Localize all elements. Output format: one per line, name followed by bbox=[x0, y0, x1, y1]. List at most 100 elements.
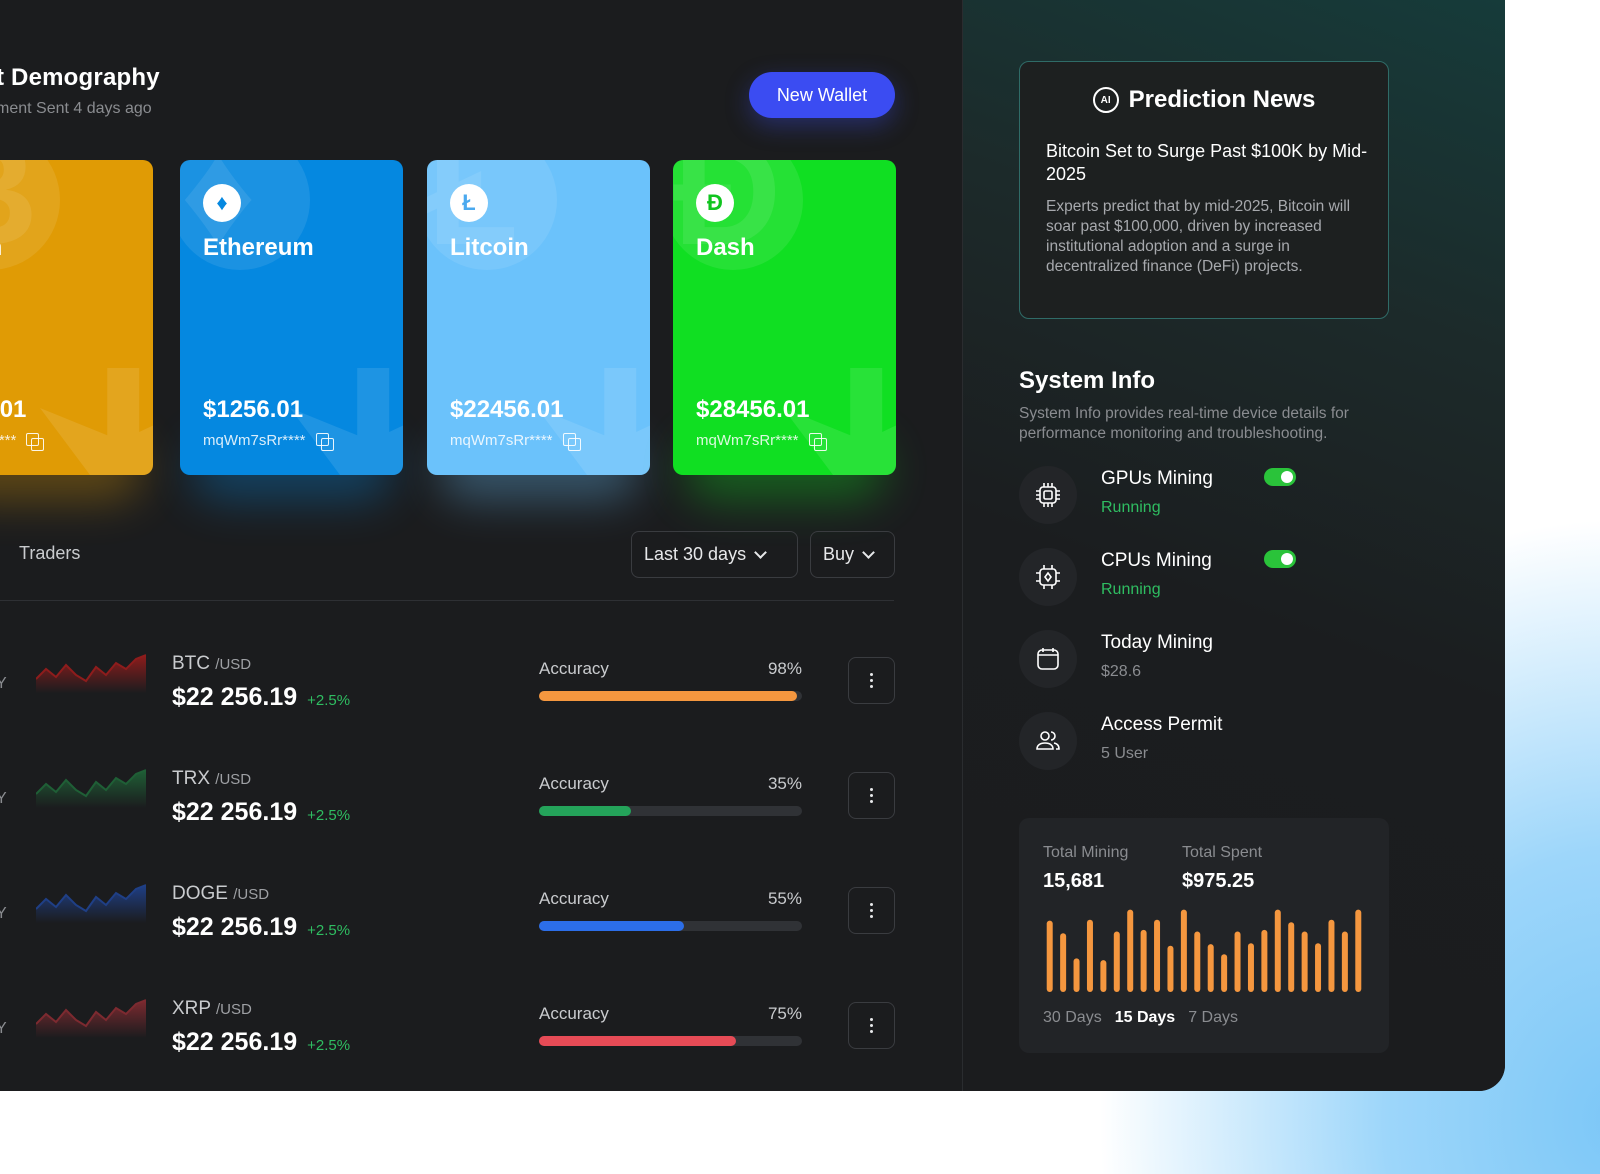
system-item-status: 5 User bbox=[1101, 745, 1149, 762]
copy-icon[interactable] bbox=[26, 432, 45, 451]
news-header: AI Prediction News bbox=[1020, 86, 1388, 114]
new-wallet-button[interactable]: New Wallet bbox=[749, 72, 895, 118]
range-tabs: 30 Days 15 Days 7 Days bbox=[1043, 1009, 1238, 1027]
mining-toggle[interactable] bbox=[1264, 468, 1296, 486]
coin-logo-icon: Đ bbox=[696, 184, 734, 222]
pair-symbol: TRX bbox=[172, 768, 210, 789]
system-item-name: Today Mining bbox=[1101, 632, 1213, 653]
side-dropdown[interactable]: Buy bbox=[810, 531, 895, 578]
wallet-address-text: mqWm7sRr**** bbox=[450, 432, 553, 449]
accuracy-bar bbox=[539, 806, 802, 816]
pair-symbol: XRP bbox=[172, 998, 211, 1019]
system-item-name: Access Permit bbox=[1101, 714, 1223, 735]
system-info-description: System Info provides real-time device de… bbox=[1019, 405, 1349, 442]
mining-bar bbox=[1315, 943, 1322, 992]
news-title: Prediction News bbox=[1128, 86, 1316, 113]
accuracy-bar bbox=[539, 921, 802, 931]
accuracy-bar-fill bbox=[539, 806, 632, 816]
trading-pair: TRX /USD bbox=[172, 768, 251, 790]
system-info-item: Today Mining $28.6 bbox=[1019, 630, 1379, 692]
mining-bar bbox=[1207, 944, 1214, 992]
accuracy-bar bbox=[539, 1036, 802, 1046]
copy-icon[interactable] bbox=[562, 432, 581, 451]
more-vertical-icon bbox=[870, 1018, 873, 1033]
period-dropdown[interactable]: Last 30 days bbox=[631, 531, 798, 578]
wallet-address: mqWm7sRr**** bbox=[696, 432, 827, 451]
range-tab[interactable]: 7 Days bbox=[1188, 1009, 1238, 1026]
mining-bar bbox=[1328, 919, 1335, 992]
coin-name: Dash bbox=[696, 234, 755, 261]
total-mining-label: Total Mining bbox=[1043, 844, 1129, 861]
row-cut-label: Y bbox=[0, 675, 7, 692]
coin-logo-icon: Ł bbox=[450, 184, 488, 222]
system-item-status: $28.6 bbox=[1101, 663, 1142, 680]
system-info-item: Access Permit 5 User bbox=[1019, 712, 1379, 774]
page-title: t Demography bbox=[0, 64, 160, 91]
page-subtitle: ment Sent 4 days ago bbox=[0, 100, 152, 117]
pair-price: $22 256.19 bbox=[172, 798, 298, 826]
more-vertical-icon bbox=[870, 903, 873, 918]
sparkline bbox=[36, 654, 146, 693]
traders-tab[interactable]: Traders bbox=[19, 543, 81, 563]
range-tab[interactable]: 15 Days bbox=[1114, 1009, 1176, 1026]
pair-price-wrap: $22 256.19 +2.5% bbox=[172, 798, 350, 827]
accuracy-label: Accuracy bbox=[539, 889, 609, 908]
mining-bar bbox=[1060, 933, 1067, 992]
pair-price-wrap: $22 256.19 +2.5% bbox=[172, 683, 350, 712]
coin-balance: 456.01 bbox=[0, 396, 27, 423]
mining-bar bbox=[1100, 960, 1107, 992]
more-options-button[interactable] bbox=[848, 887, 895, 934]
mining-bar bbox=[1154, 919, 1161, 992]
mining-bar bbox=[1355, 909, 1362, 992]
system-item-status: Running bbox=[1101, 581, 1161, 598]
row-cut-label: Y bbox=[0, 790, 7, 807]
more-options-button[interactable] bbox=[848, 772, 895, 819]
coin-balance: $22456.01 bbox=[450, 396, 564, 423]
ai-chat-icon: AI bbox=[1092, 87, 1119, 113]
system-item-status: Running bbox=[1101, 499, 1161, 516]
more-vertical-icon bbox=[870, 673, 873, 688]
wallet-card[interactable]: Đ Đ Dash $28456.01 mqWm7sRr**** bbox=[673, 160, 896, 475]
sparkline-line bbox=[36, 884, 146, 913]
accuracy-bar-fill bbox=[539, 1036, 737, 1046]
copy-icon[interactable] bbox=[315, 432, 334, 451]
mining-bar bbox=[1301, 931, 1308, 992]
news-headline[interactable]: Bitcoin Set to Surge Past $100K by Mid-2… bbox=[1046, 141, 1368, 184]
accuracy-bar bbox=[539, 691, 802, 701]
trader-row: Y DOGE /USD $22 256.19 +2.5% Accuracy 55% bbox=[0, 883, 900, 973]
wallet-address: n7sRr**** bbox=[0, 432, 45, 451]
accuracy-value: 98% bbox=[767, 659, 802, 678]
more-options-button[interactable] bbox=[848, 657, 895, 704]
pair-quote: /USD bbox=[216, 1001, 252, 1018]
wallet-card[interactable]: B coin 456.01 n7sRr**** bbox=[0, 160, 153, 475]
mining-bar bbox=[1247, 943, 1254, 992]
total-spent-label: Total Spent bbox=[1182, 844, 1263, 861]
more-options-button[interactable] bbox=[848, 1002, 895, 1049]
decorative-glyph: B bbox=[0, 160, 38, 279]
period-dropdown-value: Last 30 days bbox=[644, 544, 747, 564]
mining-bar bbox=[1194, 931, 1201, 992]
pair-price: $22 256.19 bbox=[172, 913, 298, 941]
price-change: +2.5% bbox=[307, 692, 351, 709]
row-cut-label: Y bbox=[0, 905, 7, 922]
pair-quote: /USD bbox=[215, 771, 252, 788]
coin-logo-icon: ♦ bbox=[203, 184, 241, 222]
copy-icon[interactable] bbox=[808, 432, 827, 451]
mining-bar bbox=[1073, 958, 1080, 992]
mining-bar bbox=[1180, 909, 1187, 992]
range-tab[interactable]: 30 Days bbox=[1043, 1009, 1102, 1026]
sparkline bbox=[36, 884, 146, 923]
mining-bar bbox=[1086, 919, 1093, 992]
wallet-card[interactable]: ♦ ♦ Ethereum $1256.01 mqWm7sRr**** bbox=[180, 160, 403, 475]
sparkline bbox=[36, 999, 146, 1038]
coin-name: coin bbox=[0, 234, 2, 262]
accuracy-value: 35% bbox=[767, 774, 802, 793]
mining-toggle[interactable] bbox=[1264, 550, 1296, 568]
wallet-card[interactable]: Ł Ł Litcoin $22456.01 mqWm7sRr**** bbox=[427, 160, 650, 475]
wallet-address: mqWm7sRr**** bbox=[450, 432, 581, 451]
mining-bar bbox=[1234, 931, 1241, 992]
side-dropdown-value: Buy bbox=[823, 544, 855, 564]
more-vertical-icon bbox=[870, 788, 873, 803]
accuracy-label: Accuracy bbox=[539, 659, 609, 678]
system-item-name: CPUs Mining bbox=[1101, 550, 1212, 571]
